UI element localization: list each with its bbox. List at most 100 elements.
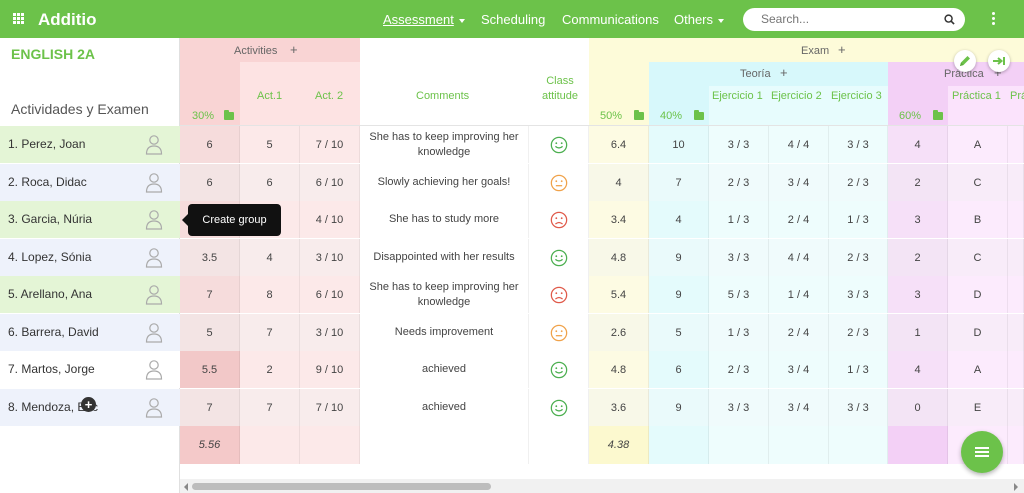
grade-cell-attitude[interactable]	[529, 276, 589, 313]
grade-cell-act1[interactable]: 8	[240, 276, 300, 313]
grade-cell-comment[interactable]: She has to keep improving her knowledge	[360, 276, 529, 313]
grade-cell-act1[interactable]: 7	[240, 314, 300, 351]
add-activity-icon[interactable]: +	[290, 42, 298, 57]
practica-header[interactable]: Práctica	[944, 68, 984, 80]
grade-cell-activities[interactable]: 5.5	[180, 351, 240, 388]
grade-cell-act2[interactable]: 4 / 10	[300, 201, 360, 238]
grade-cell-attitude[interactable]	[529, 126, 589, 163]
act1-header[interactable]: Act.1	[257, 90, 283, 102]
grade-cell-teoria[interactable]: 7	[649, 164, 709, 201]
student-name[interactable]: 2. Roca, Didac	[8, 175, 87, 189]
grade-cell-act2[interactable]: 7 / 10	[300, 126, 360, 163]
grade-cell-practica[interactable]: 4	[888, 351, 948, 388]
scrollbar-thumb[interactable]	[192, 483, 491, 490]
comments-header[interactable]: Comments	[416, 90, 470, 102]
exam-folder-icon[interactable]	[634, 110, 644, 120]
grade-cell-comment[interactable]: achieved	[360, 351, 529, 388]
grade-cell-ej1[interactable]: 1 / 3	[709, 314, 769, 351]
main-menu-fab[interactable]	[961, 431, 1003, 473]
apps-grid-icon[interactable]	[13, 13, 24, 24]
student-name[interactable]: 1. Perez, Joan	[8, 137, 86, 151]
edit-button[interactable]	[954, 50, 976, 72]
happy-face-icon[interactable]	[550, 361, 568, 379]
nav-others[interactable]: Others	[674, 12, 725, 27]
grade-cell-teoria[interactable]: 4	[649, 201, 709, 238]
grade-cell-ej2[interactable]: 1 / 4	[769, 276, 829, 313]
grade-cell-practica[interactable]: 4	[888, 126, 948, 163]
grade-cell-attitude[interactable]	[529, 201, 589, 238]
ejercicio2-header[interactable]: Ejercicio 2	[771, 90, 822, 102]
grade-cell-exam[interactable]: 4.8	[589, 351, 649, 388]
grade-cell-ej1[interactable]: 5 / 3	[709, 276, 769, 313]
scroll-left-icon[interactable]	[184, 483, 188, 491]
ejercicio1-header[interactable]: Ejercicio 1	[712, 90, 763, 102]
teoria-header[interactable]: Teoría	[740, 68, 771, 80]
grade-cell-comment[interactable]: Slowly achieving her goals!	[360, 164, 529, 201]
grade-cell-attitude[interactable]	[529, 239, 589, 276]
student-avatar-icon[interactable]	[145, 397, 163, 418]
sad-face-icon[interactable]	[550, 286, 568, 304]
grade-cell-act1[interactable]: 5	[240, 126, 300, 163]
add-exam-item-icon[interactable]: +	[838, 42, 846, 57]
grade-cell-exam[interactable]: 3.4	[589, 201, 649, 238]
practica1-header[interactable]: Práctica 1	[952, 90, 1001, 102]
teoria-weight[interactable]: 40%	[660, 110, 683, 122]
student-avatar-icon[interactable]	[145, 359, 163, 380]
student-row[interactable]: 4. Lopez, Sónia	[0, 239, 180, 276]
grade-cell-comment[interactable]: She has to keep improving her knowledge	[360, 126, 529, 163]
grade-cell-activities[interactable]: 5	[180, 314, 240, 351]
grade-cell-p1[interactable]: A	[948, 351, 1008, 388]
grade-cell-ej3[interactable]: 1 / 3	[829, 351, 888, 388]
activities-folder-icon[interactable]	[224, 110, 234, 120]
grade-cell-ej2[interactable]: 3 / 4	[769, 351, 829, 388]
grade-cell-exam[interactable]: 4	[589, 164, 649, 201]
student-avatar-icon[interactable]	[145, 247, 163, 268]
scroll-right-icon[interactable]	[1014, 483, 1018, 491]
grade-cell-practica[interactable]: 2	[888, 239, 948, 276]
nav-assessment[interactable]: Assessment	[383, 12, 465, 27]
student-name[interactable]: 4. Lopez, Sónia	[8, 250, 92, 264]
grade-cell-exam[interactable]: 6.4	[589, 126, 649, 163]
grade-cell-p1[interactable]: B	[948, 201, 1008, 238]
student-name[interactable]: 5. Arellano, Ana	[8, 287, 93, 301]
grade-cell-ej3[interactable]: 2 / 3	[829, 314, 888, 351]
grade-cell-practica[interactable]: 2	[888, 164, 948, 201]
grade-cell-teoria[interactable]: 9	[649, 276, 709, 313]
student-row[interactable]: 5. Arellano, Ana	[0, 276, 180, 313]
grade-cell-attitude[interactable]	[529, 314, 589, 351]
grade-cell-ej2[interactable]: 4 / 4	[769, 126, 829, 163]
grade-cell-attitude[interactable]	[529, 389, 589, 426]
grade-cell-p2[interactable]	[1008, 389, 1024, 426]
app-brand[interactable]: Additio	[38, 10, 97, 29]
grade-cell-p1[interactable]: C	[948, 164, 1008, 201]
grade-cell-practica[interactable]: 3	[888, 276, 948, 313]
grade-cell-activities[interactable]: 6	[180, 126, 240, 163]
grade-cell-comment[interactable]: She has to study more	[360, 201, 529, 238]
grade-cell-p2[interactable]	[1008, 239, 1024, 276]
exam-weight[interactable]: 50%	[600, 110, 623, 122]
grade-cell-ej3[interactable]: 2 / 3	[829, 239, 888, 276]
grade-cell-ej3[interactable]: 1 / 3	[829, 201, 888, 238]
grade-cell-act2[interactable]: 7 / 10	[300, 389, 360, 426]
grade-cell-p2[interactable]	[1008, 126, 1024, 163]
grade-cell-ej2[interactable]: 2 / 4	[769, 201, 829, 238]
grade-cell-act2[interactable]: 6 / 10	[300, 164, 360, 201]
grade-cell-activities[interactable]: 3.5	[180, 239, 240, 276]
add-student-button[interactable]: +	[81, 397, 96, 412]
grade-cell-p2[interactable]	[1008, 276, 1024, 313]
grade-cell-ej3[interactable]: 3 / 3	[829, 126, 888, 163]
grade-cell-act1[interactable]: 6	[240, 164, 300, 201]
nav-scheduling[interactable]: Scheduling	[481, 12, 546, 27]
student-row[interactable]: 6. Barrera, David	[0, 314, 180, 351]
grade-cell-teoria[interactable]: 9	[649, 239, 709, 276]
collapse-columns-button[interactable]	[988, 50, 1010, 72]
happy-face-icon[interactable]	[550, 136, 568, 154]
grade-cell-activities[interactable]: 7	[180, 389, 240, 426]
happy-face-icon[interactable]	[550, 249, 568, 267]
grade-cell-practica[interactable]: 0	[888, 389, 948, 426]
grade-cell-ej3[interactable]: 2 / 3	[829, 164, 888, 201]
grade-cell-p1[interactable]: D	[948, 314, 1008, 351]
grade-cell-act1[interactable]: 4	[240, 239, 300, 276]
student-avatar-icon[interactable]	[145, 284, 163, 305]
grade-cell-act1[interactable]: 2	[240, 351, 300, 388]
